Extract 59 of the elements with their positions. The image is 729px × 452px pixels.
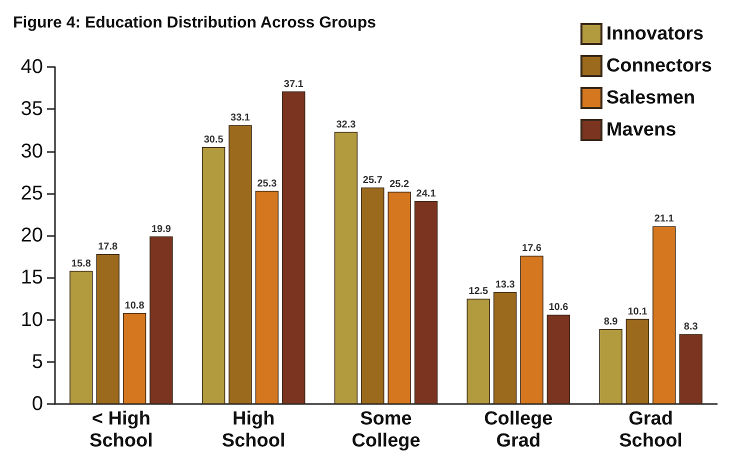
- bar: [150, 236, 173, 404]
- legend-label: Innovators: [606, 24, 704, 44]
- bar: [414, 200, 438, 404]
- data-label: 8.3: [684, 322, 698, 333]
- data-label: 15.8: [71, 258, 92, 270]
- y-tick-label: 35: [20, 98, 43, 120]
- bar: [626, 318, 650, 404]
- bar: [466, 298, 490, 404]
- data-label: 30.5: [204, 134, 224, 146]
- bar: [493, 292, 517, 404]
- bar: [334, 132, 358, 404]
- bar: [255, 190, 279, 404]
- data-label: 25.2: [390, 179, 410, 190]
- bar: [202, 147, 226, 404]
- x-tick-label: College Grad: [484, 408, 553, 452]
- y-tick-label: 20: [20, 224, 43, 246]
- bar: [70, 270, 93, 404]
- data-label: 10.8: [124, 300, 145, 312]
- data-label: 25.3: [257, 178, 278, 190]
- data-label: 21.1: [654, 214, 674, 225]
- y-tick-label: 40: [20, 56, 43, 78]
- chart-title: Figure 4: Education Distribution Across Groups: [13, 14, 376, 32]
- x-tick-label: Grad School: [619, 408, 682, 452]
- data-label: 24.1: [416, 188, 436, 200]
- bar: [520, 256, 544, 404]
- data-label: 17.8: [98, 242, 118, 253]
- y-tick-label: 30: [20, 140, 43, 162]
- data-label: 12.5: [468, 286, 489, 298]
- bar: [96, 254, 120, 404]
- data-label: 10.1: [628, 306, 648, 318]
- x-tick-label: Some College: [352, 408, 420, 452]
- y-tick-label: 25: [20, 182, 43, 204]
- data-label: 10.6: [548, 302, 569, 314]
- data-label: 13.3: [495, 279, 516, 290]
- legend-label: Salesmen: [606, 88, 696, 108]
- x-tick-label: High School: [222, 408, 286, 452]
- bar: [282, 91, 306, 404]
- data-label: 33.1: [230, 112, 250, 124]
- data-label: 19.9: [152, 224, 172, 235]
- y-tick-label: 10: [20, 308, 43, 331]
- y-tick-label: 15: [20, 266, 43, 289]
- data-label: 32.3: [336, 119, 356, 130]
- bar: [652, 226, 676, 404]
- y-tick-label: 0: [32, 393, 43, 415]
- legend-label: Mavens: [606, 120, 676, 140]
- bar: [122, 313, 146, 404]
- bar: [599, 329, 622, 404]
- bar: [388, 192, 411, 404]
- bar: [361, 187, 384, 404]
- data-label: 17.6: [522, 243, 542, 254]
- x-tick-label: < High School: [90, 408, 153, 452]
- data-label: 25.7: [362, 174, 383, 186]
- legend-label: Connectors: [606, 56, 712, 76]
- bar: [228, 125, 252, 404]
- bar: [679, 334, 702, 404]
- data-label: 8.9: [604, 316, 618, 328]
- y-tick-label: 5: [32, 350, 43, 373]
- data-label: 37.1: [284, 78, 304, 90]
- bar: [546, 314, 570, 404]
